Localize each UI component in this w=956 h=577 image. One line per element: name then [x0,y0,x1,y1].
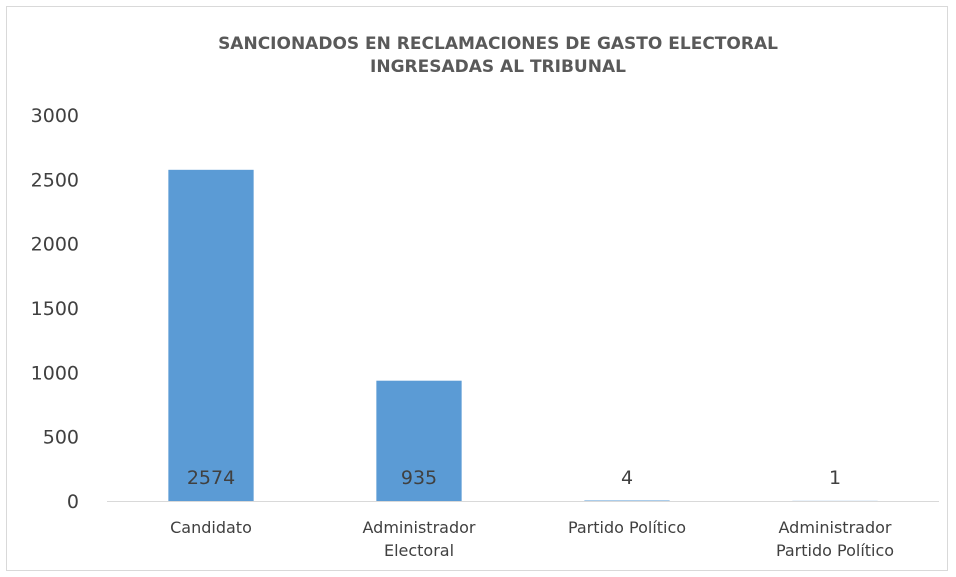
data-label: 2574 [187,467,235,489]
x-category-label: Electoral [384,541,454,560]
x-axis-categories: Candidato Administrador Electoral Partido P… [170,518,894,560]
data-labels: 2574 935 4 1 [187,467,841,489]
x-category-label: Administrador [363,518,476,537]
data-label: 935 [401,467,437,489]
chart-frame: SANCIONADOS EN RECLAMACIONES DE GASTO EL… [6,6,948,571]
bar [584,500,670,501]
x-category-label: Candidato [170,518,252,537]
y-tick-label: 3000 [31,105,79,127]
x-category-label: Partido Político [776,541,894,560]
chart-title-line: INGRESADAS AL TRIBUNAL [370,57,626,77]
chart-title-line: SANCIONADOS EN RECLAMACIONES DE GASTO EL… [218,34,778,54]
bar [168,169,254,501]
bars [168,169,878,501]
bar [376,380,462,501]
y-tick-label: 0 [67,491,79,513]
y-tick-label: 2000 [31,234,79,256]
chart-title: SANCIONADOS EN RECLAMACIONES DE GASTO EL… [218,34,778,77]
y-tick-label: 500 [43,427,79,449]
x-category-label: Partido Político [568,518,686,537]
y-tick-label: 2500 [31,169,79,191]
bar-chart: SANCIONADOS EN RECLAMACIONES DE GASTO EL… [31,34,939,560]
y-tick-label: 1000 [31,362,79,384]
x-category-label: Administrador [779,518,892,537]
data-label: 4 [621,467,633,489]
data-label: 1 [829,467,841,489]
y-tick-label: 1500 [31,298,79,320]
y-axis-ticks: 0 500 1000 1500 2000 2500 3000 [31,105,79,513]
